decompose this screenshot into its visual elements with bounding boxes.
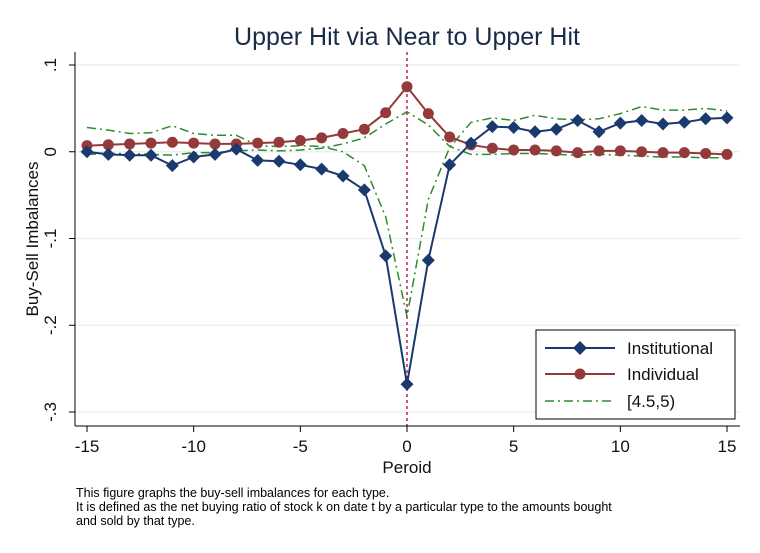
series-layer bbox=[80, 81, 734, 391]
institutional-point bbox=[677, 115, 691, 129]
institutional-point bbox=[549, 122, 563, 136]
individual-point bbox=[102, 139, 114, 151]
individual-point bbox=[209, 138, 221, 150]
individual-point bbox=[593, 145, 605, 157]
y-tick-label: -.2 bbox=[41, 315, 60, 335]
individual-point bbox=[550, 145, 562, 157]
x-tick-label: -15 bbox=[75, 437, 100, 456]
y-ticks: .1 0 -.1 -.2 -.3 bbox=[41, 58, 75, 422]
institutional-point bbox=[315, 162, 329, 176]
individual-point bbox=[273, 136, 285, 148]
individual-point bbox=[188, 137, 200, 149]
x-tick-label: -10 bbox=[181, 437, 206, 456]
institutional-point bbox=[635, 114, 649, 128]
figure-note: This figure graphs the buy-sell imbalanc… bbox=[76, 486, 746, 528]
individual-point bbox=[678, 147, 690, 159]
institutional-point bbox=[400, 377, 414, 391]
individual-point bbox=[700, 147, 712, 159]
institutional-point bbox=[507, 120, 521, 134]
institutional-point bbox=[123, 148, 137, 162]
individual-point bbox=[636, 146, 648, 158]
institutional-point bbox=[699, 112, 713, 126]
institutional-point bbox=[379, 249, 393, 263]
institutional-point bbox=[571, 114, 585, 128]
note-line-1: This figure graphs the buy-sell imbalanc… bbox=[76, 486, 390, 500]
x-tick-label: 15 bbox=[718, 437, 737, 456]
individual-point bbox=[294, 134, 306, 146]
chart-title: Upper Hit via Near to Upper Hit bbox=[234, 23, 580, 51]
institutional-point bbox=[443, 158, 457, 172]
individual-point bbox=[337, 128, 349, 140]
individual-point bbox=[316, 132, 328, 144]
individual-point bbox=[166, 136, 178, 148]
institutional-point bbox=[720, 111, 734, 125]
institutional-point bbox=[656, 117, 670, 131]
y-tick-label: -.1 bbox=[41, 229, 60, 249]
x-tick-label: 5 bbox=[509, 437, 518, 456]
institutional-point bbox=[592, 125, 606, 139]
individual-point bbox=[422, 108, 434, 120]
institutional-point bbox=[251, 153, 265, 167]
y-tick-label: .1 bbox=[41, 58, 60, 72]
x-tick-label: 0 bbox=[402, 437, 411, 456]
individual-point bbox=[124, 138, 136, 150]
note-line-3: and sold by that type. bbox=[76, 514, 195, 528]
institutional-point bbox=[464, 136, 478, 150]
institutional-point bbox=[613, 116, 627, 130]
individual-point bbox=[529, 144, 541, 156]
institutional-point bbox=[165, 159, 179, 173]
institutional-point bbox=[144, 148, 158, 162]
institutional-point bbox=[357, 183, 371, 197]
individual-point bbox=[572, 147, 584, 159]
legend: Institutional Individual [4.5,5) bbox=[535, 329, 736, 420]
individual-point bbox=[358, 123, 370, 135]
legend-marker-individual bbox=[574, 368, 586, 380]
individual-point bbox=[486, 142, 498, 154]
individual-point bbox=[252, 137, 264, 149]
individual-point bbox=[145, 137, 157, 149]
institutional-point bbox=[187, 150, 201, 164]
institutional-point bbox=[485, 120, 499, 134]
individual-point bbox=[508, 144, 520, 156]
y-tick-label: 0 bbox=[41, 147, 60, 156]
legend-label-institutional: Institutional bbox=[627, 339, 713, 358]
institutional-point bbox=[101, 147, 115, 161]
y-axis-label: Buy-Sell Imbalances bbox=[23, 162, 42, 317]
x-axis-label: Peroid bbox=[382, 458, 431, 477]
institutional-point bbox=[272, 154, 286, 168]
x-tick-label: 10 bbox=[611, 437, 630, 456]
series-line-4-5-5 bbox=[86, 105, 728, 318]
institutional-point bbox=[336, 169, 350, 183]
individual-point bbox=[380, 107, 392, 119]
x-ticks: -15 -10 -5 0 5 10 15 bbox=[75, 426, 737, 456]
legend-label-individual: Individual bbox=[627, 365, 699, 384]
institutional-point bbox=[528, 125, 542, 139]
y-tick-label: -.3 bbox=[41, 402, 60, 422]
legend-label-band: [4.5,5) bbox=[627, 392, 675, 411]
individual-point bbox=[721, 148, 733, 160]
chart: -15 -10 -5 0 5 10 15 .1 0 -.1 -.2 -.3 Upper Hit vi… bbox=[23, 23, 740, 477]
institutional-point bbox=[229, 142, 243, 156]
x-tick-label: -5 bbox=[293, 437, 308, 456]
individual-point bbox=[614, 145, 626, 157]
legend-marker-institutional bbox=[573, 341, 587, 355]
institutional-point bbox=[421, 253, 435, 267]
institutional-point bbox=[80, 145, 94, 159]
individual-point bbox=[657, 147, 669, 159]
note-line-2: It is defined as the net buying ratio of… bbox=[76, 500, 612, 514]
institutional-point bbox=[208, 147, 222, 161]
individual-point bbox=[401, 81, 413, 93]
institutional-point bbox=[293, 158, 307, 172]
individual-point bbox=[444, 131, 456, 143]
